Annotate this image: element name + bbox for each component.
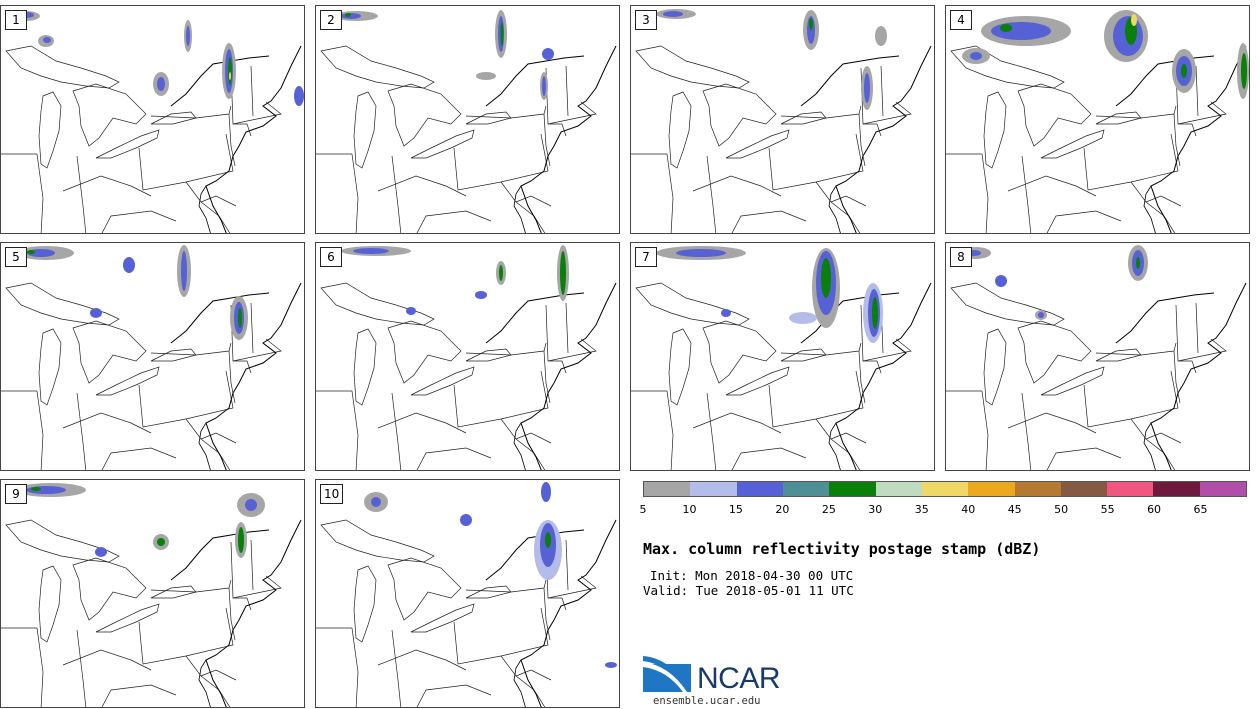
colorbar-tick-label: 55 — [1100, 503, 1115, 516]
colorbar-swatch — [921, 482, 969, 496]
colorbar-swatch — [829, 482, 876, 496]
colorbar-tick-label: 5 — [639, 503, 647, 516]
colorbar-swatch — [690, 482, 737, 496]
colorbar-tick-label: 30 — [868, 503, 883, 516]
colorbar-swatch — [968, 482, 1015, 496]
member-label: 7 — [635, 247, 657, 267]
colorbar-tick-label: 20 — [775, 503, 790, 516]
colorbar-tick-label: 60 — [1147, 503, 1162, 516]
member-label: 5 — [5, 247, 27, 267]
member-label: 3 — [635, 10, 657, 30]
member-label: 9 — [5, 484, 27, 504]
colorbar-swatch — [1107, 482, 1154, 496]
member-panel-8: 8 — [945, 242, 1250, 471]
ncar-logo-icon — [643, 656, 691, 692]
member-label: 1 — [5, 10, 27, 30]
colorbar-tick-label: 50 — [1054, 503, 1069, 516]
colorbar-tick-label: 15 — [728, 503, 743, 516]
colorbar-tick-label: 10 — [682, 503, 697, 516]
init-time: Init: Mon 2018-04-30 00 UTC — [650, 568, 854, 583]
member-panel-7: 7 — [630, 242, 935, 471]
member-panel-10: 10 — [315, 479, 620, 708]
colorbar-tick-label: 25 — [821, 503, 836, 516]
member-label: 6 — [320, 247, 342, 267]
colorbar-swatch — [782, 482, 830, 496]
valid-time: Valid: Tue 2018-05-01 11 UTC — [643, 583, 854, 598]
colorbar-tick-label: 65 — [1193, 503, 1208, 516]
colorbar-tick-label: 45 — [1007, 503, 1022, 516]
colorbar-tick-label: 35 — [914, 503, 929, 516]
member-panel-9: 9 — [0, 479, 305, 708]
member-panel-1: 1 — [0, 5, 305, 234]
member-panel-2: 2 — [315, 5, 620, 234]
colorbar-swatch — [644, 482, 691, 496]
colorbar-tick-label: 40 — [961, 503, 976, 516]
member-label: 8 — [950, 247, 972, 267]
member-label: 10 — [320, 484, 344, 504]
colorbar-swatch — [1153, 482, 1200, 496]
colorbar-swatch — [736, 482, 783, 496]
member-panel-6: 6 — [315, 242, 620, 471]
member-label: 4 — [950, 10, 972, 30]
site-url: ensemble.ucar.edu — [653, 695, 761, 707]
member-panel-3: 3 — [630, 5, 935, 234]
member-panel-5: 5 — [0, 242, 305, 471]
ncar-wordmark: NCAR — [697, 662, 781, 695]
colorbar-swatch — [1014, 482, 1061, 496]
member-panel-4: 4 — [945, 5, 1250, 234]
member-label: 2 — [320, 10, 342, 30]
colorbar-swatch — [875, 482, 922, 496]
plot-title: Max. column reflectivity postage stamp (… — [643, 540, 1041, 558]
colorbar — [643, 481, 1247, 497]
colorbar-swatch — [1199, 482, 1247, 496]
colorbar-swatch — [1060, 482, 1108, 496]
